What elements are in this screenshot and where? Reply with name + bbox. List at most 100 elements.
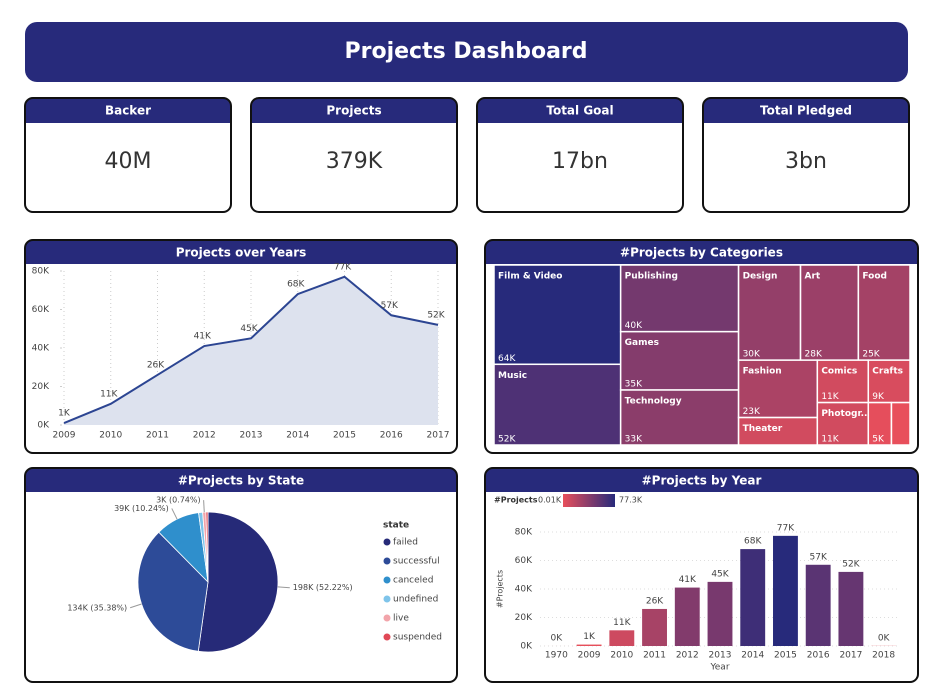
legend-label: live (393, 614, 409, 624)
cell-label: Crafts (872, 367, 903, 377)
cell-value: 52K (498, 435, 516, 445)
legend-label: undefined (393, 595, 438, 605)
panel-border (484, 467, 919, 683)
x-tick-label: 2013 (709, 651, 732, 661)
cell-value: 11K (821, 392, 839, 402)
kpi-label: Total Goal (546, 104, 613, 118)
leader-line (277, 586, 290, 589)
value-label: 26K (646, 596, 664, 606)
kpi-value: 17bn (552, 149, 608, 174)
legend-marker (383, 614, 391, 622)
x-tick-label: 2016 (807, 651, 830, 661)
cell-value: 40K (625, 321, 643, 331)
bar (805, 564, 831, 646)
cell-label: Games (625, 338, 659, 348)
treemap-cell (816, 359, 870, 404)
x-tick-label: 2015 (333, 431, 356, 441)
cell-value: 35K (625, 380, 643, 390)
value-label: 57K (810, 552, 828, 562)
y-tick-label: 60K (32, 305, 50, 315)
legend-label: suspended (393, 633, 442, 643)
y-axis-title: #Projects (496, 570, 505, 608)
value-label: 45K (240, 324, 258, 334)
panel-border (24, 239, 458, 454)
kpi-header (251, 110, 457, 123)
y-tick-label: 80K (515, 528, 533, 538)
cell-value: 33K (625, 435, 643, 445)
y-tick-label: 40K (32, 344, 50, 354)
cell-value: 64K (498, 354, 516, 364)
cell-label: Theater (743, 424, 783, 434)
treemap-cell (493, 264, 622, 366)
kpi-card (477, 98, 683, 212)
cell-label: Film & Video (498, 272, 562, 282)
bar (642, 608, 667, 646)
value-label: 0K (551, 633, 564, 643)
bar (838, 571, 864, 646)
kpi-value: 40M (105, 149, 152, 174)
cell-value: 11K (821, 435, 839, 445)
value-label: 11K (100, 389, 118, 399)
x-tick-label: 2017 (839, 651, 862, 661)
treemap-cell (890, 401, 911, 446)
legend-marker (383, 576, 391, 584)
x-tick-label: 2011 (643, 651, 666, 661)
kpi-card (703, 98, 909, 212)
x-tick-label: 2010 (610, 651, 633, 661)
x-tick-label: 2014 (286, 431, 309, 441)
legend-label: successful (393, 557, 440, 567)
y-tick-label: 20K (32, 382, 50, 392)
x-tick-label: 2011 (146, 431, 169, 441)
treemap-cell (493, 363, 622, 446)
cell-label: Technology (625, 397, 682, 407)
x-tick-label: 2012 (676, 651, 699, 661)
y-tick-label: 0K (520, 642, 533, 652)
value-label: 1K (583, 632, 596, 642)
value-label: 77K (334, 262, 352, 272)
panel-border (24, 467, 458, 683)
legend-marker (383, 633, 391, 641)
legend-marker (383, 557, 391, 565)
kpi-label: Total Pledged (760, 104, 852, 118)
color-scale-min: 0.01K (538, 496, 562, 505)
x-tick-label: 1970 (545, 651, 568, 661)
color-scale-bar (563, 494, 615, 507)
slice-label: 3K (0.74%) (156, 496, 201, 505)
cell-label: Photogr... (821, 409, 871, 419)
cell-label: Music (498, 371, 527, 381)
panel-header (485, 252, 918, 264)
value-label: 77K (777, 523, 795, 533)
x-tick-label: 2009 (53, 431, 76, 441)
cell-label: Art (805, 272, 821, 282)
value-label: 26K (147, 360, 165, 370)
treemap-cell (857, 264, 911, 361)
bar (576, 644, 602, 646)
dashboard-title: Projects Dashboard (344, 39, 587, 64)
leader-line (171, 508, 178, 520)
kpi-border (476, 97, 684, 213)
bar (609, 630, 635, 646)
x-tick-label: 2010 (99, 431, 122, 441)
color-scale-title: #Projects (494, 496, 538, 505)
kpi-header (703, 110, 909, 123)
bar (773, 535, 798, 646)
bar (707, 581, 733, 646)
value-label: 41K (194, 332, 212, 342)
kpi-value: 3bn (785, 149, 827, 174)
value-label: 1K (58, 409, 71, 419)
treemap-cell (619, 264, 740, 333)
cell-label: Publishing (625, 272, 678, 282)
kpi-header (477, 110, 683, 123)
y-tick-label: 0K (37, 421, 50, 431)
cell-label: Design (743, 272, 778, 282)
bar (740, 549, 766, 646)
legend-marker (383, 595, 391, 603)
y-tick-label: 60K (515, 556, 533, 566)
panel-header (25, 480, 457, 492)
treemap-cell (737, 416, 819, 446)
treemap-cell (867, 359, 911, 404)
panel-title: #Projects by State (178, 474, 304, 488)
value-label: 68K (287, 280, 305, 290)
kpi-border (250, 97, 458, 213)
